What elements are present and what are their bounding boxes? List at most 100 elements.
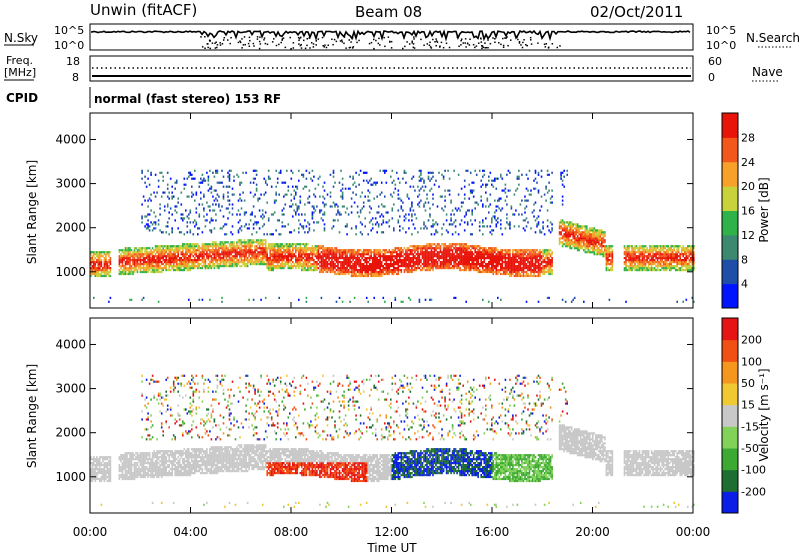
echo-cell <box>228 211 231 214</box>
echo-cell <box>486 225 489 228</box>
echo-cell <box>139 249 142 252</box>
echo-cell <box>365 249 368 252</box>
echo-cell <box>301 265 303 268</box>
echo-cell <box>503 267 505 270</box>
echo-cell <box>486 270 489 274</box>
echo-cell <box>141 249 143 252</box>
nsearch-point <box>358 39 360 42</box>
echo-cell <box>99 265 101 268</box>
echo-cell <box>445 259 448 262</box>
echo-cell <box>391 270 394 274</box>
echo-cell <box>216 243 219 246</box>
echo-cell <box>188 195 190 198</box>
echo-cell <box>96 253 98 256</box>
echo-cell <box>225 185 228 188</box>
echo-cell <box>304 247 306 250</box>
echo-cell <box>463 259 466 262</box>
echo-cell <box>215 243 217 246</box>
echo-cell <box>426 257 428 260</box>
echo-cell <box>341 263 344 266</box>
echo-cell <box>127 272 130 276</box>
echo-cell <box>295 255 297 258</box>
echo-cell <box>225 249 228 252</box>
echo-cell <box>162 253 164 256</box>
echo-cell <box>423 259 425 262</box>
echo-cell <box>243 241 246 244</box>
echo-cell <box>194 265 196 268</box>
echo-cell <box>305 251 308 254</box>
echo-cell <box>279 263 282 266</box>
echo-cell <box>227 253 229 256</box>
nsearch-point <box>406 41 408 43</box>
echo-cell <box>180 217 183 220</box>
echo-cell <box>491 233 493 236</box>
echo-cell <box>273 267 276 270</box>
echo-cell <box>427 261 430 264</box>
echo-cell <box>338 269 341 272</box>
echo-cell <box>504 272 507 276</box>
echo-cell <box>537 255 540 258</box>
echo-cell <box>305 225 308 228</box>
nsearch-point <box>351 37 354 39</box>
echo-cell <box>121 270 124 274</box>
echo-cell <box>304 185 306 188</box>
echo-cell <box>350 255 353 258</box>
echo-cell <box>391 209 394 212</box>
echo-cell <box>322 257 324 260</box>
echo-cell <box>572 245 574 248</box>
echo-cell <box>287 259 290 262</box>
echo-cell <box>192 267 195 270</box>
echo-cell <box>344 257 347 260</box>
echo-cell <box>409 207 412 210</box>
echo-cell <box>320 251 323 254</box>
echo-cell <box>572 231 574 234</box>
echo-cell <box>480 179 482 182</box>
echo-cell <box>295 261 297 264</box>
echo-cell <box>239 249 241 252</box>
echo-cell <box>230 249 232 252</box>
echo-cell <box>231 255 234 258</box>
echo-cell <box>459 257 461 260</box>
echo-cell <box>108 265 110 268</box>
echo-cell <box>243 255 246 258</box>
echo-cell <box>299 251 302 254</box>
echo-cell <box>126 272 128 276</box>
echo-cell <box>314 187 317 190</box>
echo-cell <box>524 259 526 262</box>
echo-cell <box>257 221 259 224</box>
echo-cell <box>302 267 305 270</box>
echo-cell <box>382 259 385 262</box>
echo-cell <box>168 269 170 272</box>
echo-cell <box>97 251 100 254</box>
echo-cell <box>433 253 436 256</box>
echo-cell <box>157 255 160 258</box>
echo-cell <box>301 257 303 260</box>
echo-cell <box>427 269 430 272</box>
echo-cell <box>213 253 216 256</box>
echo-cell <box>340 189 342 192</box>
echo-cell <box>322 213 324 216</box>
echo-cell <box>482 247 484 250</box>
echo-cell <box>569 225 571 228</box>
echo-cell <box>512 249 514 252</box>
echo-cell <box>471 181 473 184</box>
echo-cell <box>213 265 216 268</box>
echo-cell <box>123 251 125 254</box>
echo-cell <box>186 215 189 218</box>
echo-cell <box>234 249 237 252</box>
echo-cell <box>482 298 484 301</box>
echo-cell <box>524 274 526 278</box>
echo-cell <box>530 257 532 260</box>
echo-cell <box>168 257 170 260</box>
echo-cell <box>178 267 181 270</box>
echo-cell <box>572 233 574 236</box>
echo-cell <box>338 249 341 252</box>
echo-cell <box>448 259 451 262</box>
echo-cell <box>192 243 195 246</box>
echo-cell <box>460 201 463 204</box>
echo-cell <box>254 253 256 256</box>
echo-cell <box>558 233 561 236</box>
echo-cell <box>489 203 492 206</box>
echo-cell <box>269 243 271 246</box>
cpid-value: normal (fast stereo) 153 RF <box>94 92 281 106</box>
